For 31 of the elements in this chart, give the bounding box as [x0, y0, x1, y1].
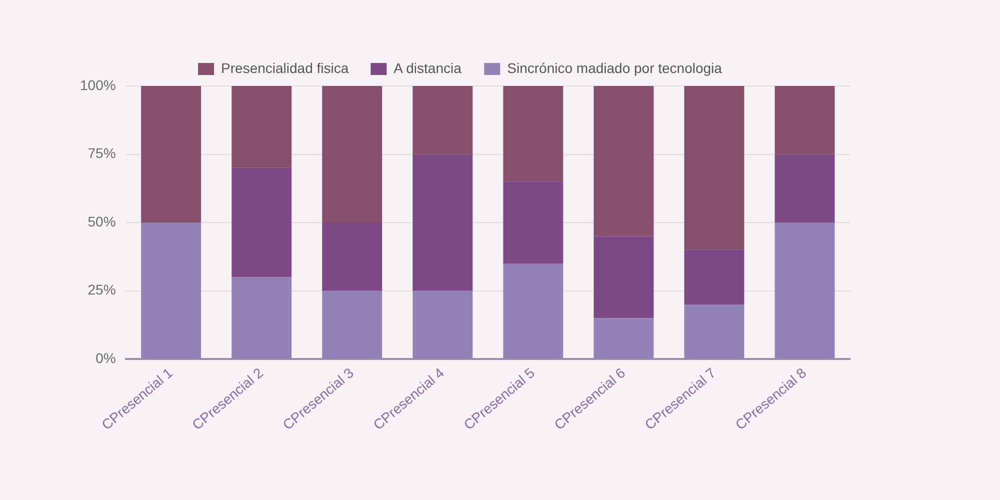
bar	[412, 290, 473, 359]
bar	[503, 182, 564, 264]
bar	[774, 86, 835, 154]
bar	[141, 222, 202, 359]
y-tick-label: 0%	[96, 350, 116, 366]
bar	[141, 86, 202, 223]
bar	[232, 168, 292, 278]
bar	[232, 86, 292, 168]
bar	[322, 290, 382, 359]
bar	[232, 277, 292, 359]
bar	[774, 154, 835, 223]
bar	[594, 86, 654, 236]
legend-label: A distancia	[394, 60, 462, 76]
bar	[412, 154, 473, 291]
bar	[594, 236, 654, 318]
bar	[503, 86, 564, 182]
bar	[322, 86, 382, 223]
bar	[322, 222, 382, 291]
bar	[412, 86, 473, 154]
legend-label: Sincrónico madiado por tecnologia	[507, 60, 722, 76]
y-tick-label: 25%	[88, 282, 116, 298]
y-tick-label: 75%	[88, 145, 116, 162]
y-tick-label: 50%	[88, 213, 116, 230]
bar	[503, 264, 564, 359]
bar	[684, 250, 744, 304]
bar	[684, 86, 744, 250]
legend-label: Presencialidad fisica	[221, 60, 349, 76]
bar	[594, 318, 654, 359]
bar	[774, 222, 835, 359]
bar	[684, 304, 744, 359]
y-tick-label: 100%	[80, 76, 116, 93]
